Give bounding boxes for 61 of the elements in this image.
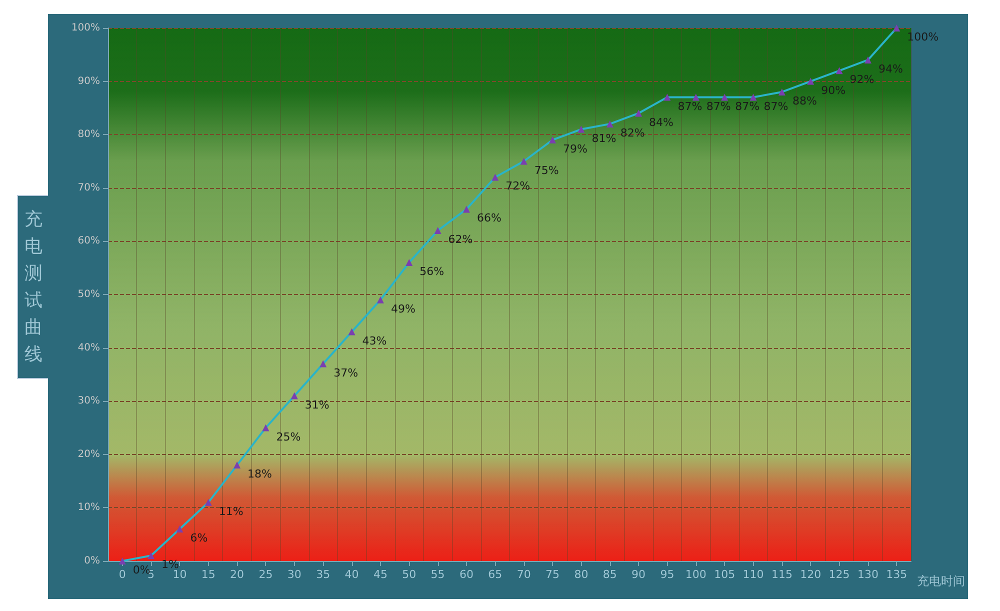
x-tick-label: 50 xyxy=(402,568,416,581)
y-tick-label: 0% xyxy=(84,556,100,566)
x-tick-label: 105 xyxy=(714,568,736,581)
data-label: 79% xyxy=(563,142,588,156)
data-label: 43% xyxy=(362,334,387,348)
y-tick-label: 90% xyxy=(78,76,100,87)
x-tick-label: 80 xyxy=(574,568,588,581)
data-label: 87% xyxy=(706,100,731,113)
data-label: 18% xyxy=(248,468,272,481)
y-tick-label: 40% xyxy=(78,342,100,354)
data-label: 25% xyxy=(276,430,301,444)
y-tick-label: 10% xyxy=(78,502,100,514)
y-tick-label: 30% xyxy=(78,396,100,407)
data-label: 75% xyxy=(534,164,559,177)
x-tick-label: 15 xyxy=(201,568,216,581)
y-tick-label: 100% xyxy=(71,22,100,34)
data-label: 6% xyxy=(190,532,208,545)
y-tick-label: 60% xyxy=(78,236,100,247)
text: 充电测试曲线 xyxy=(24,208,44,367)
data-label: 90% xyxy=(821,84,846,97)
data-label: 84% xyxy=(649,116,674,129)
y-tick-label: 20% xyxy=(78,448,100,460)
x-tick-label: 110 xyxy=(742,568,764,581)
x-tick-label: 100 xyxy=(685,568,706,581)
data-label: 88% xyxy=(792,94,817,108)
x-tick-label: 25 xyxy=(258,568,273,581)
data-label: 49% xyxy=(390,302,416,316)
x-tick-label: 0 xyxy=(118,568,126,581)
x-tick-label: 130 xyxy=(857,568,878,581)
data-label: 66% xyxy=(476,212,502,225)
x-tick-label: 35 xyxy=(316,568,330,581)
x-tick-label: 125 xyxy=(828,568,850,581)
data-label: 94% xyxy=(878,62,903,76)
x-tick-label: 45 xyxy=(373,568,388,581)
y-tick-label: 70% xyxy=(78,182,100,194)
x-tick-label: 65 xyxy=(488,568,502,581)
x-axis-title: 充电时间 xyxy=(917,574,965,588)
x-tick-label: 120 xyxy=(800,568,822,581)
x-tick-label: 90 xyxy=(632,568,646,581)
data-label: 87% xyxy=(764,100,788,113)
data-label: 81% xyxy=(592,132,616,145)
data-label: 87% xyxy=(735,100,760,113)
x-tick-label: 85 xyxy=(602,568,617,581)
x-tick-label: 30 xyxy=(287,568,302,581)
data-label: 0% xyxy=(132,564,150,576)
data-label: 56% xyxy=(420,265,444,278)
x-tick-label: 135 xyxy=(886,568,908,581)
y-tick-label: 50% xyxy=(78,289,100,300)
data-label: 31% xyxy=(304,398,330,412)
x-tick-label: 55 xyxy=(430,568,445,581)
data-label: 37% xyxy=(334,366,358,380)
x-tick-label: 40 xyxy=(344,568,359,581)
data-label: 87% xyxy=(678,100,702,113)
x-tick-label: 20 xyxy=(230,568,244,581)
y-tick-label: 80% xyxy=(78,129,100,140)
x-tick-label: 60 xyxy=(459,568,474,581)
x-tick-label: 70 xyxy=(516,568,531,581)
x-tick-label: 75 xyxy=(546,568,560,581)
x-tick-label: 95 xyxy=(660,568,674,581)
x-tick-label: 115 xyxy=(771,568,792,581)
data-label: 11% xyxy=(218,504,244,518)
